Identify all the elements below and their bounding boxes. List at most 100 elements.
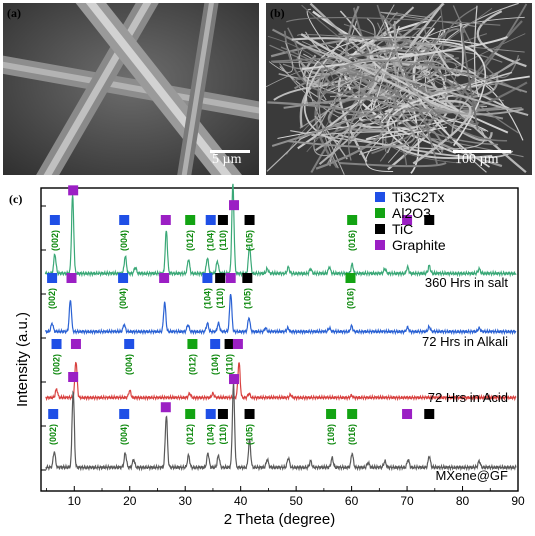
fiber-strand [279,63,483,133]
x-axis-label: 2 Theta (degree) [224,511,335,528]
xrd-chart: (c) (002) (004) (012) (104) (110) (105) (016)(… [9,183,525,528]
legend-swatch [375,192,385,202]
fiber-strand [458,20,528,110]
fiber-strand [370,25,400,111]
fiber-strand [287,27,300,61]
phase-marker [424,215,435,225]
phase-marker [160,215,171,225]
miller-index-label: (110) [225,354,235,375]
phase-marker [224,339,235,349]
phase-marker [185,215,196,225]
series-name-label: 72 Hrs in Acid [428,390,508,405]
sem-image-fibers-closeup [3,3,259,175]
x-tick-label: 80 [456,494,470,508]
fiber-strand [319,8,493,139]
phase-marker [225,273,236,283]
miller-index-label: (104) [202,288,212,309]
phase-marker [205,409,216,419]
miller-index-label: (016) [347,424,357,445]
miller-index-label: (105) [242,288,252,309]
fiber-strand [271,96,389,147]
fiber-strand [296,3,445,76]
phase-marker [47,273,58,283]
series-line [45,381,517,472]
phase-marker [229,374,240,385]
miller-index-label: (016) [347,230,357,251]
fiber-strand [376,61,458,159]
fiber-strand [476,10,527,68]
fiber-strand [393,20,524,116]
legend-label: TiC [392,221,413,237]
fiber-strand [305,36,485,106]
fiber-strand [330,59,528,93]
fiber-strand [310,109,381,141]
phase-marker [229,200,240,211]
series-name-label: 72 Hrs in Alkali [422,334,508,349]
fiber-strand [347,25,425,161]
legend-swatch [375,224,385,234]
series-line [44,293,517,336]
phase-marker [232,339,243,349]
fiber-strand [298,47,487,107]
fiber-strand [381,33,526,164]
phase-marker [68,185,79,196]
plot-border [40,187,519,492]
fiber-strand [473,5,480,98]
x-tick-label: 50 [289,494,303,508]
phase-marker [159,273,170,283]
phase-marker [68,372,79,382]
phase-marker [244,215,255,225]
miller-index-label: (012) [185,424,195,445]
miller-index-label: (012) [185,230,195,251]
x-tick-label: 40 [234,494,248,508]
fiber-strand [303,53,472,131]
panel-a-label: (a) [7,6,21,20]
phase-marker [187,339,198,349]
phase-marker [402,215,413,225]
fiber-strand [339,10,377,111]
miller-index-label: (104) [206,424,216,445]
phase-marker [124,339,135,349]
fiber-strand [315,74,453,144]
fiber-strand [273,83,334,101]
x-tick-label: 60 [345,494,359,508]
fiber-strand [412,99,472,165]
phase-marker [345,273,356,283]
marker-layer: (002) (004) (012) (104) (110) (105) (016)(002)… [47,185,435,445]
fiber-strand [391,83,439,165]
series-line [45,361,517,402]
phase-marker [66,273,77,283]
phase-marker [244,409,255,419]
miller-index-label: (002) [47,288,57,309]
phase-marker [205,215,216,225]
fiber-strand [300,33,471,119]
sem-fibers-closeup-drawing [3,3,259,175]
fiber-strand [390,28,462,96]
fiber-strand [424,3,519,173]
series-name-label: MXene@GF [436,468,508,483]
phase-marker [119,215,130,225]
phase-marker [347,215,358,225]
series-layer [44,183,517,472]
fiber-strand [302,35,508,70]
phase-marker [185,409,196,419]
fiber-strand [357,53,417,129]
scale-bar-b-label: 100 µm [455,152,499,167]
phase-marker [217,409,228,419]
fiber-strand [361,41,392,80]
scale-bar-a [210,150,250,153]
sem-fiber-network-drawing [266,3,532,175]
fiber-strand [376,4,508,142]
fiber-strand [392,143,493,160]
miller-index-label: (109) [326,424,336,445]
phase-marker [202,273,213,283]
phase-marker [217,215,228,225]
x-tick-label: 90 [511,494,525,508]
miller-index-label: (110) [215,288,225,309]
phase-marker [118,273,129,283]
scale-bar-b [453,150,511,153]
miller-index-label: (004) [119,230,129,251]
fiber-strand [268,40,294,73]
series-name-label: 360 Hrs in salt [425,275,508,290]
